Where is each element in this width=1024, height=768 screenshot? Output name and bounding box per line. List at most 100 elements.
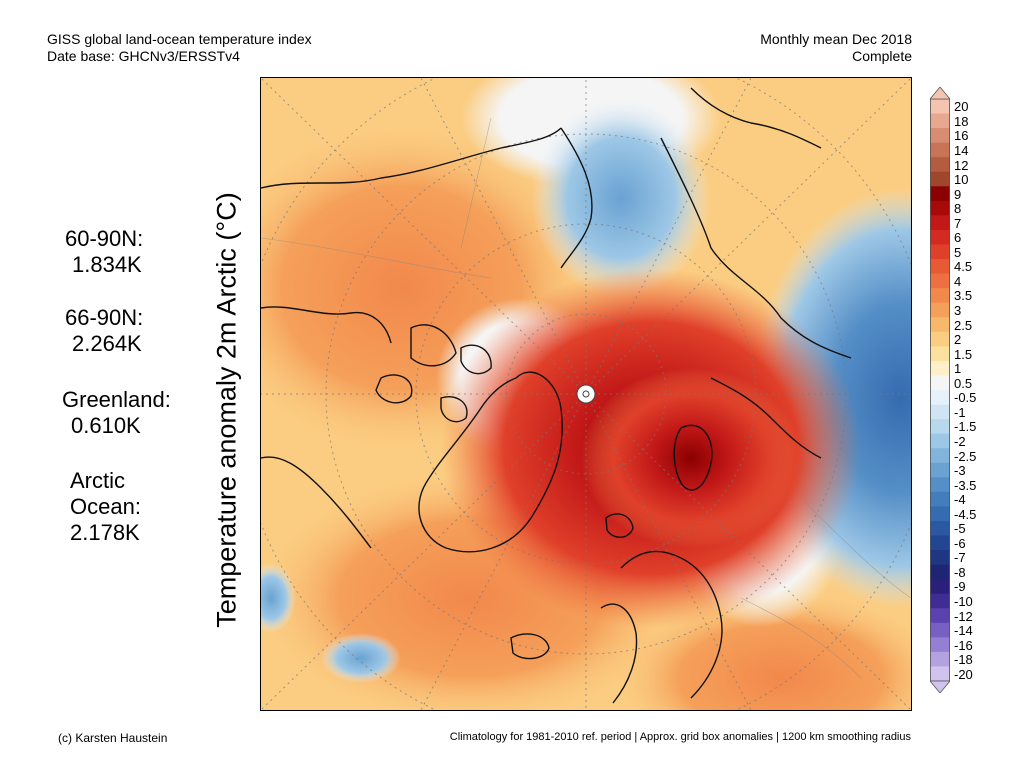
colorbar-cell: [930, 462, 950, 478]
stat-60-90n: 60-90N: 1.834K: [65, 226, 143, 278]
colorbar-tick-label: -12: [954, 608, 973, 624]
colorbar-cell: [930, 433, 950, 449]
arctic-anomaly-map[interactable]: [260, 77, 912, 711]
colorbar-cell: [930, 244, 950, 260]
colorbar-tick-label: 2.5: [954, 317, 973, 333]
colorbar: [930, 87, 950, 693]
colorbar-cell: [930, 390, 950, 406]
colorbar-cell: [930, 419, 950, 435]
colorbar-tick-label: 3: [954, 303, 962, 318]
colorbar-tick-label: 20: [954, 99, 969, 115]
credit-label: (c) Karsten Haustein: [58, 731, 168, 745]
completeness-label: Complete: [852, 48, 912, 64]
stat-label: Greenland:: [62, 387, 171, 412]
political-borders: [261, 117, 911, 679]
colorbar-tick-label: -7: [954, 550, 966, 566]
coastlines: [261, 87, 852, 704]
colorbar-cell: [930, 564, 950, 580]
colorbar-cell: [930, 99, 950, 115]
colorbar-cell: [930, 331, 950, 347]
cold-anomaly-north-atlantic: [321, 633, 401, 683]
colorbar-cell: [930, 375, 950, 391]
colorbar-cell: [930, 637, 950, 653]
stat-label: Arctic: [70, 468, 125, 493]
colorbar-cell: [930, 593, 950, 609]
stat-arctic-ocean: Arctic Ocean: 2.178K: [70, 468, 141, 546]
colorbar-cell: [930, 506, 950, 522]
colorbar-tick-label: -9: [954, 579, 966, 595]
stat-label: 66-90N:: [65, 305, 144, 330]
stat-label: Ocean:: [70, 494, 141, 519]
colorbar-cell: [930, 491, 950, 507]
colorbar-tick-label: -0.5: [954, 390, 977, 406]
colorbar-tick-label: 14: [954, 142, 969, 158]
colorbar-tick-label: 16: [954, 128, 969, 144]
colorbar-cell: [930, 579, 950, 595]
colorbar-cell: [930, 142, 950, 158]
hot-anomaly-kara-sea: [581, 368, 801, 548]
colorbar-tick-label: -20: [954, 666, 973, 682]
colorbar-cell: [930, 520, 950, 536]
colorbar-tick-label: 9: [954, 186, 962, 202]
colorbar-tick-label: 7: [954, 215, 962, 231]
colorbar-cell: [930, 550, 950, 566]
colorbar-bottom-arrow: [930, 680, 950, 693]
colorbar-tick-label: -5: [954, 521, 966, 537]
colorbar-tick-label: -16: [954, 637, 973, 653]
methodology-note: Climatology for 1981-2010 ref. period | …: [449, 731, 911, 743]
colorbar-tick-label: -10: [954, 594, 973, 609]
colorbar-tick-label: 4.5: [954, 259, 973, 275]
colorbar-tick-label: 12: [954, 157, 969, 173]
colorbar-tick-label: 1.5: [954, 346, 973, 362]
colorbar-tick-label: -4: [954, 492, 966, 508]
colorbar-cell: [930, 215, 950, 231]
colorbar-tick-label: 0.5: [954, 375, 973, 391]
colorbar-tick-label: 2: [954, 332, 962, 348]
stat-greenland: Greenland: 0.610K: [62, 387, 171, 439]
database-label: Date base: GHCNv3/ERSSTv4: [47, 48, 240, 64]
cold-anomaly-siberia-east: [531, 98, 711, 298]
colorbar-cell: [930, 622, 950, 638]
stat-value: 2.264K: [72, 331, 142, 356]
colorbar-tick-label: 18: [954, 113, 969, 129]
colorbar-cell: [930, 477, 950, 493]
colorbar-cell: [930, 273, 950, 289]
cold-anomaly-labrador: [261, 563, 296, 633]
colorbar-cell: [930, 317, 950, 333]
graticule: [261, 78, 911, 710]
colorbar-tick-label: -6: [954, 535, 966, 551]
stat-label: 60-90N:: [65, 226, 144, 251]
colorbar-top-arrow: [930, 87, 950, 100]
colorbar-cell: [930, 288, 950, 304]
colorbar-cell: [930, 666, 950, 682]
colorbar-cell: [930, 346, 950, 362]
colorbar-tick-label: -8: [954, 564, 966, 580]
colorbar-tick-label: 3.5: [954, 288, 973, 304]
colorbar-tick-label: -18: [954, 652, 973, 668]
period-label: Monthly mean Dec 2018: [760, 31, 912, 47]
colorbar-tick-label: -2: [954, 433, 966, 449]
colorbar-cell: [930, 608, 950, 624]
colorbar-cell: [930, 404, 950, 420]
colorbar-tick-label: -3: [954, 463, 966, 478]
colorbar-cell: [930, 448, 950, 464]
colorbar-tick-label: 8: [954, 201, 962, 217]
stat-value: 2.178K: [70, 520, 140, 545]
header-left: GISS global land-ocean temperature index…: [47, 31, 312, 65]
colorbar-cell: [930, 171, 950, 187]
colorbar-cell: [930, 360, 950, 376]
colorbar-cell: [930, 651, 950, 667]
colorbar-cell: [930, 128, 950, 144]
colorbar-cell: [930, 535, 950, 551]
header-right: Monthly mean Dec 2018 Complete: [760, 31, 912, 65]
colorbar-tick-label: 10: [954, 172, 969, 187]
map-canvas: [261, 78, 911, 710]
colorbar-tick-label: -14: [954, 623, 973, 639]
north-pole-marker: [576, 384, 596, 404]
colorbar-tick-label: -3.5: [954, 477, 977, 493]
stat-66-90n: 66-90N: 2.264K: [65, 305, 143, 357]
colorbar-cell: [930, 113, 950, 129]
colorbar-cell: [930, 157, 950, 173]
dataset-title: GISS global land-ocean temperature index: [47, 31, 312, 47]
colorbar-cell: [930, 302, 950, 318]
